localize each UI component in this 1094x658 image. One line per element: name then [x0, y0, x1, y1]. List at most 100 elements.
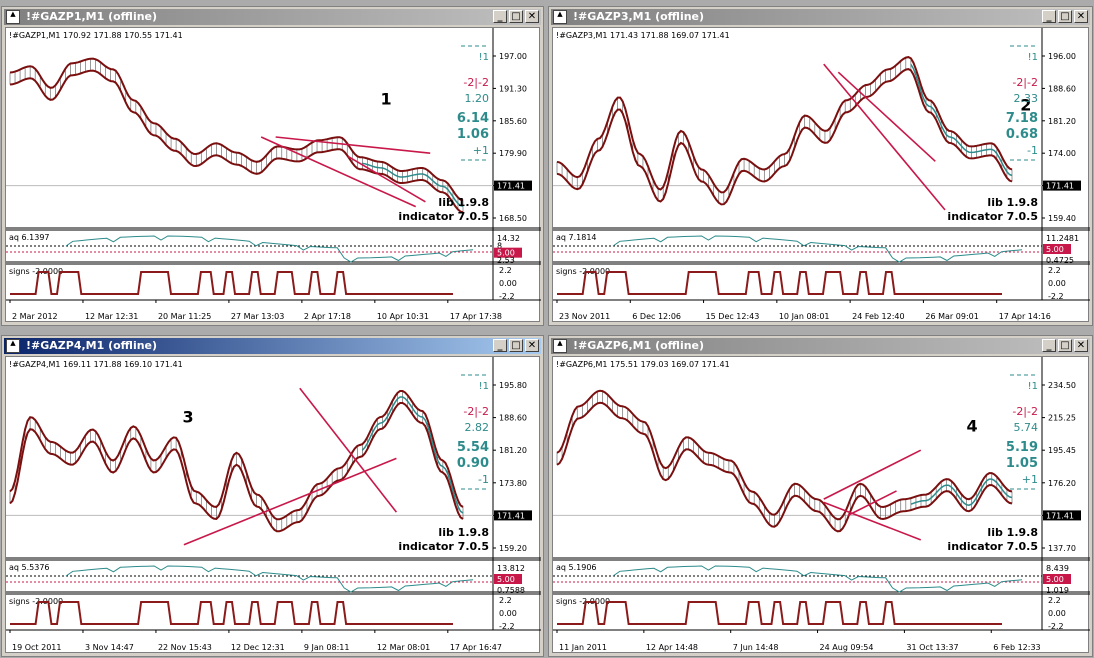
close-button[interactable]: ✕: [1074, 339, 1088, 352]
indicator-value: -2|-2: [1012, 405, 1038, 418]
chart-window-icon: ▲: [6, 339, 20, 353]
chart-header: !#GAZP4,M1 169.11 171.88 169.10 171.41: [9, 360, 183, 369]
trend-line: [260, 136, 417, 208]
price-tick-label: 195.80: [499, 381, 527, 390]
indicator-value: 2.82: [465, 421, 490, 434]
date-label: 2 Mar 2012: [12, 312, 58, 321]
indicator-value: 6.14: [457, 111, 489, 126]
aq-tick-label: 0.7588: [497, 586, 525, 595]
lower-band: [556, 401, 1013, 533]
title-bar[interactable]: ▲ !#GAZP4,M1 (offline) _ □ ✕: [4, 338, 541, 354]
minimize-button[interactable]: _: [493, 10, 507, 23]
current-price-badge: [494, 180, 532, 191]
chart-number: 3: [183, 407, 194, 426]
chart-area[interactable]: !#GAZP1,M1 170.92 171.88 170.55 171.41 19…: [5, 27, 541, 323]
chart-window-1[interactable]: ▲ !#GAZP1,M1 (offline) _ □ ✕ !#GAZP1,M1 170.9…: [1, 6, 544, 326]
chart-canvas[interactable]: !#GAZP6,M1 175.51 179.03 169.07 171.41 23…: [553, 357, 1090, 654]
window-controls: _ □ ✕: [1040, 10, 1088, 26]
date-label: 20 Mar 11:25: [158, 312, 211, 321]
window-title: !#GAZP3,M1 (offline): [573, 10, 705, 23]
trend-line: [823, 501, 922, 541]
chart-canvas[interactable]: !#GAZP3,M1 171.43 171.88 169.07 171.41 19…: [553, 28, 1090, 323]
chart-area[interactable]: !#GAZP6,M1 175.51 179.03 169.07 171.41 23…: [552, 356, 1090, 654]
indicator-value: 7.18: [1006, 111, 1038, 126]
indicator-value: 5.54: [457, 440, 489, 455]
close-button[interactable]: ✕: [525, 10, 539, 23]
chart-area[interactable]: !#GAZP3,M1 171.43 171.88 169.07 171.41 19…: [552, 27, 1090, 323]
aq-tick-label: 8.439: [1046, 564, 1069, 573]
signs-tick-label: 2.2: [499, 266, 512, 275]
title-bar[interactable]: ▲ !#GAZP6,M1 (offline) _ □ ✕: [551, 338, 1090, 354]
indicator-value: 5.74: [1014, 421, 1039, 434]
signs-tick-label: 0.00: [499, 609, 517, 618]
date-label: 2 Apr 17:18: [304, 312, 351, 321]
date-label: 6 Dec 12:06: [632, 312, 681, 321]
current-price-label: 171.41: [497, 182, 525, 191]
indicator-value: !1: [1028, 52, 1038, 63]
date-label: 12 Mar 12:31: [85, 312, 138, 321]
signs-line: [10, 271, 453, 295]
lib-version: lib 1.9.8: [987, 196, 1038, 209]
signs-tick-label: -2.2: [499, 292, 515, 301]
price-tick-label: 196.00: [1048, 52, 1076, 61]
chart-canvas[interactable]: !#GAZP4,M1 169.11 171.88 169.10 171.41 19…: [6, 357, 541, 654]
date-label: 17 Apr 16:47: [450, 643, 502, 652]
maximize-button[interactable]: □: [1058, 10, 1072, 23]
aq-level-badge: [1043, 574, 1071, 584]
minimize-button[interactable]: _: [1042, 10, 1056, 23]
aq-level-badge: [1043, 244, 1071, 254]
chart-header: !#GAZP6,M1 175.51 179.03 169.07 171.41: [556, 360, 730, 369]
maximize-button[interactable]: □: [509, 10, 523, 23]
date-label: 12 Apr 14:48: [646, 643, 698, 652]
date-label: 15 Dec 12:43: [706, 312, 760, 321]
chart-window-4[interactable]: ▲ !#GAZP6,M1 (offline) _ □ ✕ !#GAZP6,M1 175.5…: [548, 335, 1093, 657]
aq-tick-label: 5.00: [1046, 245, 1064, 254]
aq-line: [65, 565, 474, 593]
title-bar[interactable]: ▲ !#GAZP3,M1 (offline) _ □ ✕: [551, 9, 1090, 25]
date-label: 31 Oct 13:37: [906, 643, 958, 652]
signs-tick-label: -2.2: [499, 622, 515, 631]
indicator-value: -1: [478, 473, 489, 486]
price-tick-label: 181.20: [1048, 117, 1076, 126]
price-tick-label: 173.80: [499, 479, 527, 488]
date-label: 10 Jan 08:01: [779, 312, 830, 321]
aq-tick-label: 5.00: [497, 249, 515, 258]
indicator-value: 0.90: [457, 456, 489, 471]
aq-tick-label: 0.4725: [1046, 256, 1074, 265]
aq-line: [612, 565, 1023, 593]
maximize-button[interactable]: □: [509, 339, 523, 352]
close-button[interactable]: ✕: [1074, 10, 1088, 23]
close-button[interactable]: ✕: [525, 339, 539, 352]
maximize-button[interactable]: □: [1058, 339, 1072, 352]
chart-window-2[interactable]: ▲ !#GAZP3,M1 (offline) _ □ ✕ !#GAZP3,M1 171.4…: [548, 6, 1093, 326]
title-bar[interactable]: ▲ !#GAZP1,M1 (offline) _ □ ✕: [4, 9, 541, 25]
window-title: !#GAZP6,M1 (offline): [573, 339, 705, 352]
price-tick-label: 159.40: [1048, 214, 1076, 223]
date-label: 17 Apr 14:16: [999, 312, 1051, 321]
signal-line: [362, 162, 464, 208]
price-tick-label: 185.60: [499, 117, 527, 126]
chart-window-3[interactable]: ▲ !#GAZP4,M1 (offline) _ □ ✕ !#GAZP4,M1 169.1…: [1, 335, 544, 657]
indicator-value: 2.33: [1014, 92, 1039, 105]
trend-line: [823, 449, 922, 500]
date-label: 3 Nov 14:47: [85, 643, 134, 652]
current-price-label: 171.41: [1046, 511, 1074, 520]
lib-version: lib 1.9.8: [438, 196, 489, 209]
signs-label: signs -2.0000: [9, 597, 63, 606]
lower-band: [556, 68, 1013, 206]
signs-tick-label: 0.00: [1048, 279, 1066, 288]
indicator-value: -2|-2: [463, 76, 489, 89]
chart-canvas[interactable]: !#GAZP1,M1 170.92 171.88 170.55 171.41 19…: [6, 28, 541, 323]
date-label: 10 Apr 10:31: [377, 312, 429, 321]
chart-area[interactable]: !#GAZP4,M1 169.11 171.88 169.10 171.41 19…: [5, 356, 541, 654]
trend-line: [299, 387, 398, 513]
date-label: 24 Aug 09:54: [820, 643, 874, 652]
date-label: 17 Apr 17:38: [450, 312, 502, 321]
minimize-button[interactable]: _: [1042, 339, 1056, 352]
window-title: !#GAZP1,M1 (offline): [26, 10, 158, 23]
signs-tick-label: 0.00: [499, 279, 517, 288]
minimize-button[interactable]: _: [493, 339, 507, 352]
signal-line: [361, 396, 464, 514]
indicator-version: indicator 7.0.5: [398, 540, 489, 553]
chart-window-icon: ▲: [6, 10, 20, 24]
